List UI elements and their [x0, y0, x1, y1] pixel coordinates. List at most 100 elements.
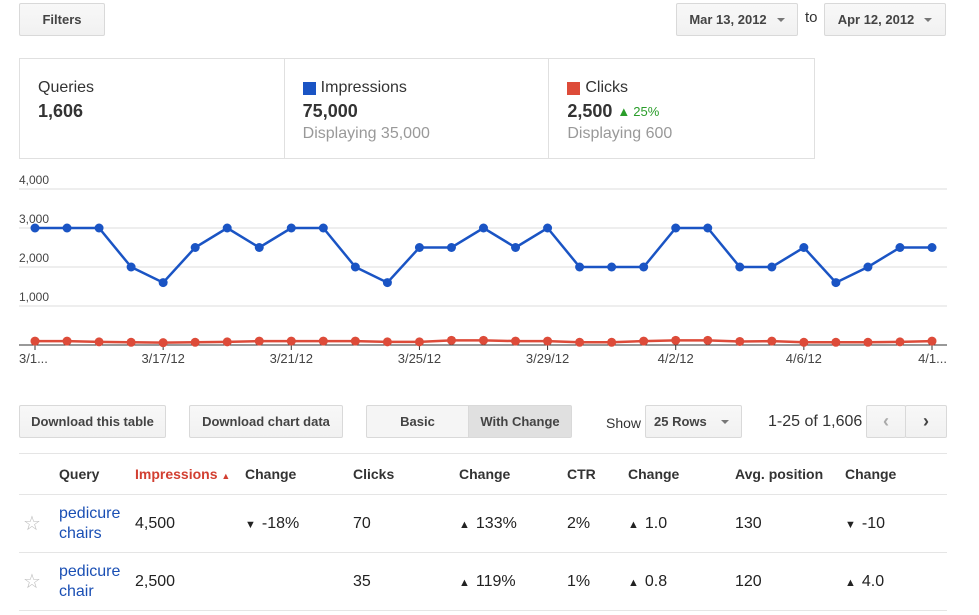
data-point-impressions[interactable]: [703, 223, 713, 233]
data-point-impressions[interactable]: [831, 278, 841, 288]
data-point-impressions[interactable]: [575, 262, 585, 272]
date-from-dropdown[interactable]: Mar 13, 2012: [676, 3, 798, 36]
data-point-impressions[interactable]: [799, 243, 809, 252]
data-point-clicks[interactable]: [479, 335, 488, 345]
query-link[interactable]: pedicure chair: [59, 562, 121, 600]
basic-button[interactable]: Basic: [366, 405, 469, 438]
data-point-clicks[interactable]: [446, 335, 456, 345]
data-point-impressions[interactable]: [190, 243, 200, 252]
data-point-clicks[interactable]: [94, 337, 104, 347]
impressions-displaying: Displaying 35,000: [302, 125, 430, 142]
data-point-clicks[interactable]: [799, 337, 809, 347]
with-change-button[interactable]: With Change: [469, 405, 572, 438]
data-point-impressions[interactable]: [254, 243, 264, 252]
data-point-clicks[interactable]: [190, 337, 200, 347]
header-impressions[interactable]: Impressions ▲: [135, 453, 245, 495]
clicks-summary[interactable]: Clicks 2,500 ▲ 25% Displaying 600: [549, 59, 814, 158]
data-point-clicks[interactable]: [671, 335, 681, 345]
download-table-button[interactable]: Download this table: [19, 405, 166, 438]
data-point-impressions[interactable]: [511, 243, 521, 252]
data-point-impressions[interactable]: [382, 278, 392, 288]
data-point-impressions[interactable]: [767, 262, 777, 272]
data-point-clicks[interactable]: [543, 336, 553, 346]
data-point-clicks[interactable]: [382, 337, 392, 347]
data-point-clicks[interactable]: [639, 336, 649, 346]
clicks-cell: 35: [353, 552, 459, 611]
star-icon[interactable]: ☆: [23, 571, 41, 593]
data-point-impressions[interactable]: [543, 223, 553, 233]
header-clicks-change[interactable]: Change: [459, 453, 567, 495]
impressions-summary[interactable]: Impressions 75,000 Displaying 35,000: [285, 59, 550, 158]
position-change-value: 4.0: [861, 572, 885, 590]
impressions-change-cell: [245, 552, 353, 611]
header-query[interactable]: Query: [59, 453, 135, 495]
data-point-clicks[interactable]: [831, 337, 841, 347]
with-change-label: With Change: [480, 414, 560, 429]
data-point-clicks[interactable]: [222, 337, 232, 347]
data-point-impressions[interactable]: [350, 262, 360, 272]
x-tick-label: 3/1...: [19, 351, 48, 366]
arrow-up-icon: ▲: [628, 576, 639, 589]
data-point-impressions[interactable]: [639, 262, 649, 272]
data-point-impressions[interactable]: [735, 262, 745, 272]
download-chart-button[interactable]: Download chart data: [189, 405, 343, 438]
data-point-impressions[interactable]: [30, 223, 40, 233]
star-icon[interactable]: ☆: [23, 513, 41, 535]
data-point-clicks[interactable]: [575, 337, 585, 347]
data-point-impressions[interactable]: [126, 262, 136, 272]
view-toggle: Basic With Change: [366, 405, 572, 438]
impressions-change-value: -18%: [261, 514, 300, 532]
next-page-button[interactable]: ›: [905, 405, 947, 438]
clicks-change-value: 119%: [475, 572, 516, 590]
data-point-impressions[interactable]: [94, 223, 104, 233]
data-point-clicks[interactable]: [767, 336, 777, 346]
data-point-impressions[interactable]: [318, 223, 328, 233]
data-point-impressions[interactable]: [446, 243, 456, 252]
clicks-change: 25%: [633, 104, 660, 119]
data-point-clicks[interactable]: [62, 336, 72, 346]
data-point-impressions[interactable]: [222, 223, 232, 233]
header-imp-change[interactable]: Change: [245, 453, 353, 495]
date-to-dropdown[interactable]: Apr 12, 2012: [824, 3, 946, 36]
clicks-swatch: [567, 81, 581, 95]
query-link[interactable]: pedicure chairs: [59, 504, 121, 542]
ctr-change-value: 0.8: [644, 572, 668, 590]
data-point-clicks[interactable]: [735, 336, 745, 346]
queries-summary[interactable]: Queries 1,606: [20, 59, 285, 158]
header-ctr[interactable]: CTR: [567, 453, 628, 495]
data-point-clicks[interactable]: [863, 337, 873, 347]
data-point-clicks[interactable]: [607, 337, 617, 347]
data-point-clicks[interactable]: [414, 337, 424, 347]
performance-chart: 4,000 3,000 2,000 1,000 3/1... 3/17/12 3/21/12…: [19, 175, 947, 366]
data-point-clicks[interactable]: [927, 336, 937, 346]
data-point-clicks[interactable]: [350, 336, 360, 346]
data-point-impressions[interactable]: [863, 262, 873, 272]
data-point-clicks[interactable]: [126, 337, 136, 347]
table-row: ☆ pedicure chair 2,500 35 ▲ 119% 1% ▲ 0.8 …: [19, 552, 947, 611]
rows-select[interactable]: 25 Rows: [645, 405, 742, 438]
data-point-clicks[interactable]: [511, 336, 521, 346]
data-point-clicks[interactable]: [254, 336, 264, 346]
data-point-impressions[interactable]: [286, 223, 296, 233]
data-point-clicks[interactable]: [158, 338, 168, 348]
data-point-impressions[interactable]: [607, 262, 617, 272]
prev-page-button[interactable]: ‹: [866, 405, 906, 438]
data-point-impressions[interactable]: [414, 243, 424, 252]
header-ctr-change[interactable]: Change: [628, 453, 735, 495]
data-point-impressions[interactable]: [895, 243, 905, 252]
data-point-clicks[interactable]: [286, 336, 296, 346]
header-pos-change[interactable]: Change: [845, 453, 947, 495]
data-point-clicks[interactable]: [895, 337, 905, 347]
data-point-impressions[interactable]: [62, 223, 72, 233]
data-point-clicks[interactable]: [30, 336, 40, 346]
data-point-impressions[interactable]: [927, 243, 937, 252]
data-point-impressions[interactable]: [671, 223, 681, 233]
data-point-clicks[interactable]: [318, 336, 328, 346]
filters-button[interactable]: Filters: [19, 3, 105, 36]
data-point-clicks[interactable]: [703, 335, 713, 345]
data-point-impressions[interactable]: [479, 223, 488, 233]
header-avg-position[interactable]: Avg. position: [735, 453, 845, 495]
header-clicks[interactable]: Clicks: [353, 453, 459, 495]
data-point-impressions[interactable]: [158, 278, 168, 288]
arrow-down-icon: ▼: [245, 518, 256, 531]
